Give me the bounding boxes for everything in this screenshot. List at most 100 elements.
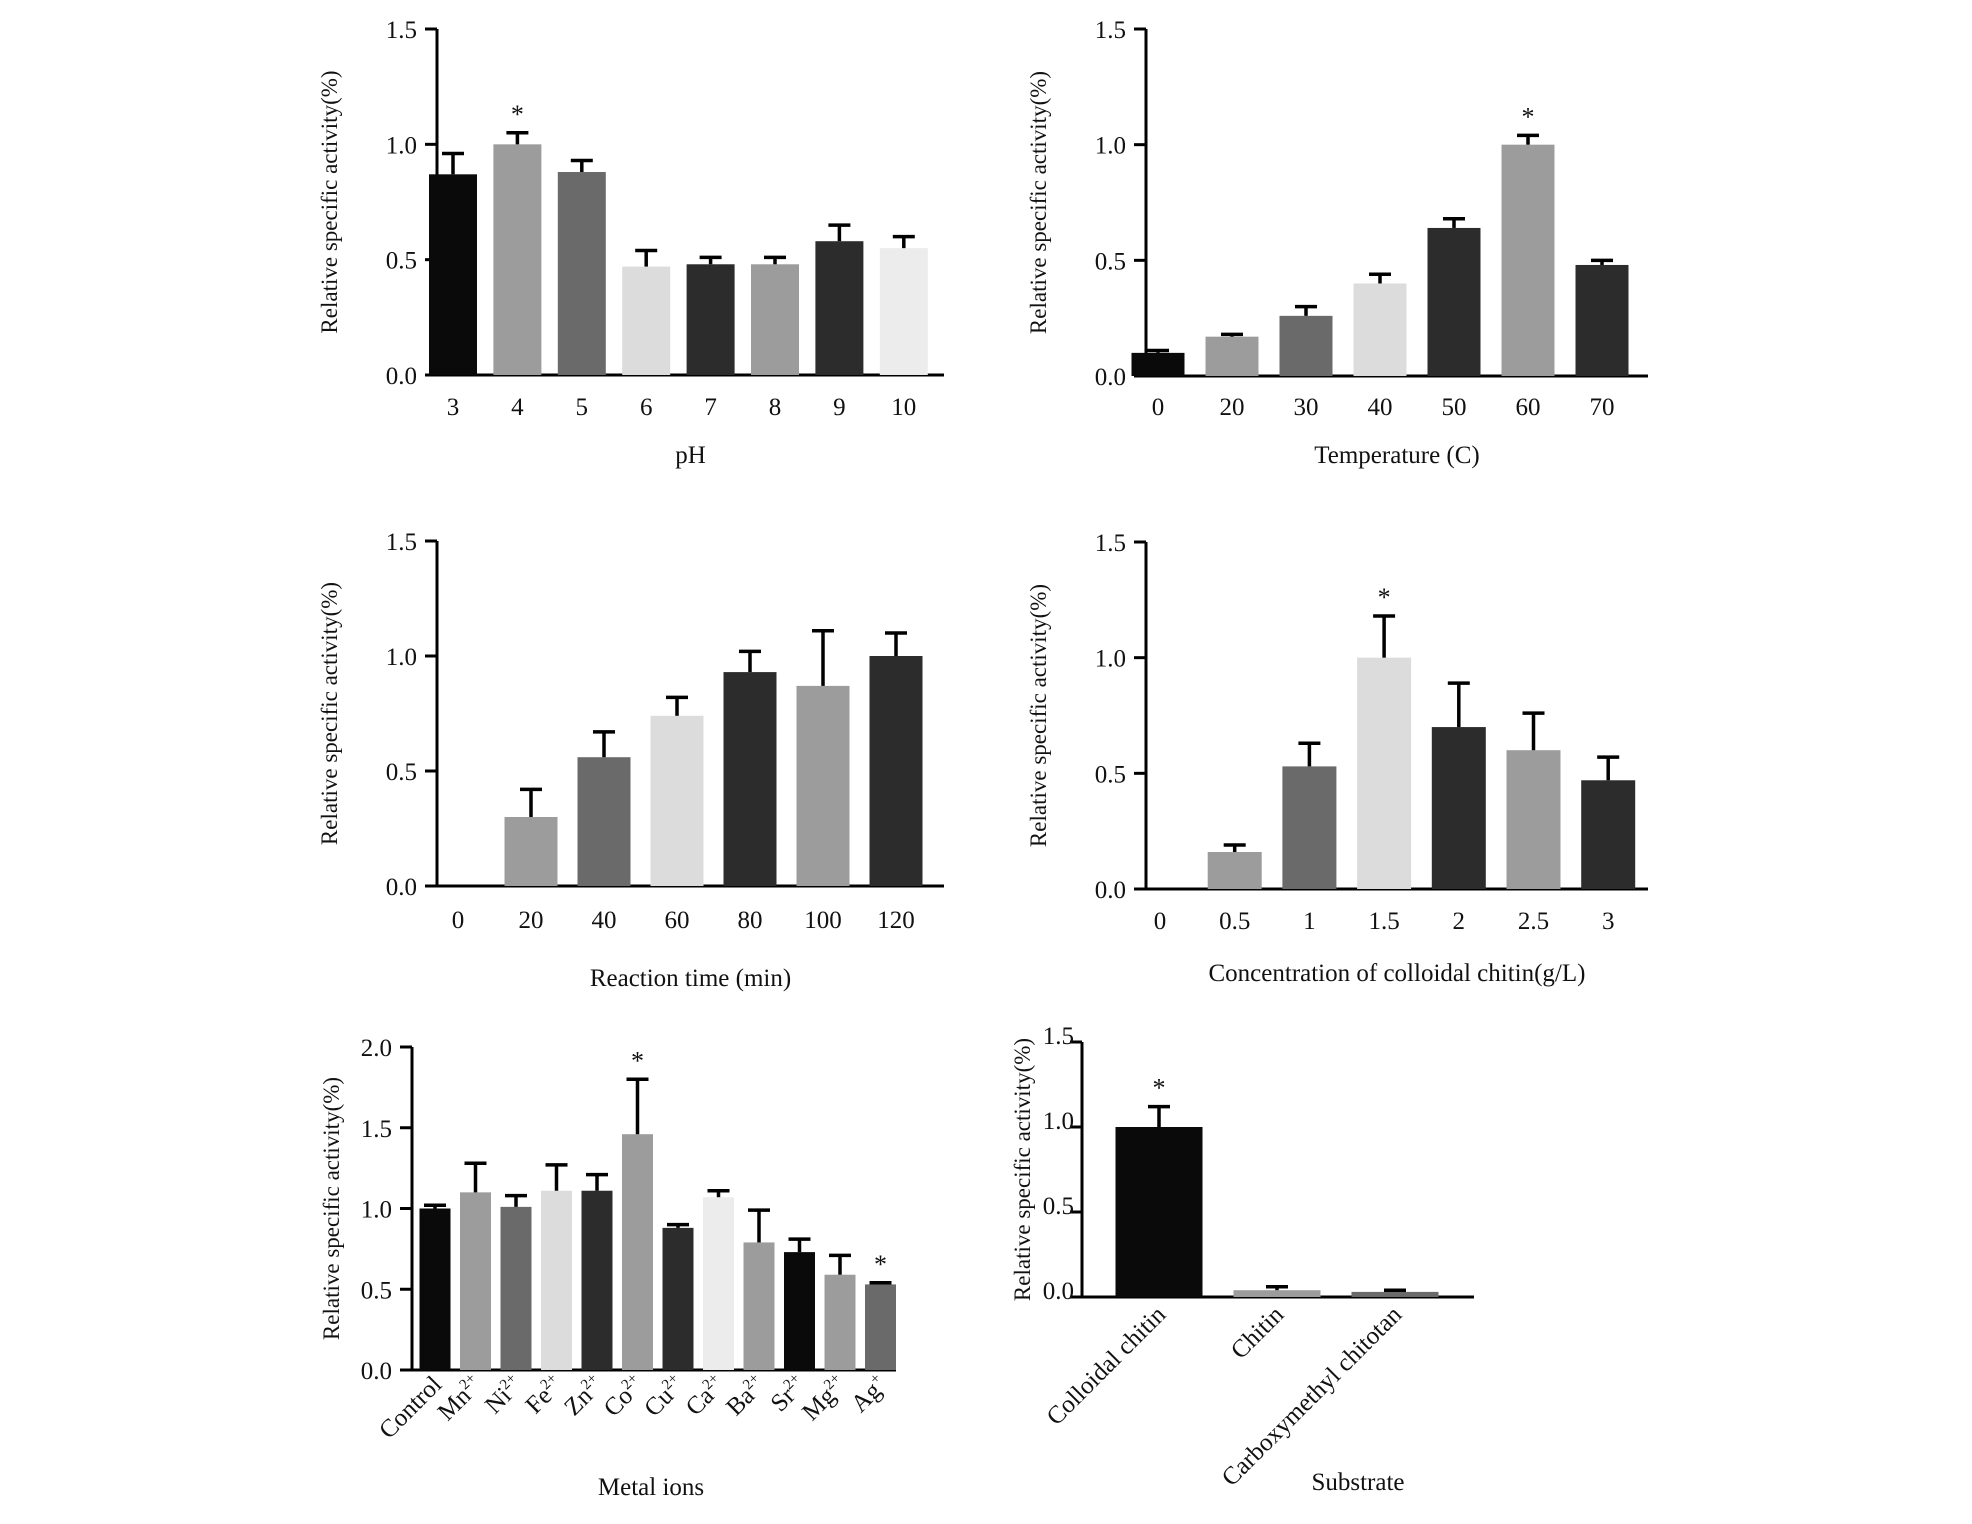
y-tick-label: 0.5 <box>1095 248 1126 275</box>
bar <box>504 817 558 886</box>
x-tick-label: 20 <box>519 907 544 934</box>
x-tick-label: Ag+ <box>845 1370 892 1417</box>
significance-mark: * <box>1153 1074 1166 1103</box>
y-tick-label: 0.0 <box>1095 364 1126 391</box>
y-axis-title: Relative specific activity(%) <box>1026 584 1051 847</box>
y-tick-label: 0.5 <box>1043 1193 1074 1220</box>
chart-ph: 0.0 0.5 1.0 1.5 Relative specific activity(%… <box>317 17 944 469</box>
bar <box>1357 657 1412 889</box>
x-tick-label: 1 <box>1303 908 1316 935</box>
bar <box>1506 750 1561 889</box>
x-tick-label: Ba2+ <box>721 1370 772 1421</box>
x-tick-label: 60 <box>665 907 690 934</box>
y-axis-title: Relative specific activity(%) <box>1026 71 1051 334</box>
y-tick-label: 0.0 <box>1095 877 1126 904</box>
significance-mark: * <box>874 1250 887 1279</box>
x-tick-label: 5 <box>576 394 589 421</box>
x-axis-title: Metal ions <box>598 1474 704 1501</box>
bar <box>1581 780 1636 889</box>
y-axis-title: Relative specific activity(%) <box>317 582 342 845</box>
bar <box>662 1227 694 1370</box>
chart-colloidal-chitin: 0.0 0.5 1.0 1.5 Relative specific activity(%… <box>1026 530 1648 987</box>
x-tick-label: 3 <box>1602 908 1615 935</box>
bar <box>622 266 671 375</box>
x-tick-label: 3 <box>447 394 460 421</box>
chart-metal-ions: 0.0 0.5 1.0 1.5 2.0 Relative specific activit… <box>319 1035 896 1501</box>
bar <box>577 757 631 886</box>
y-tick-label: 1.5 <box>386 529 417 556</box>
x-tick-label: 50 <box>1442 394 1467 421</box>
x-axis-title: Substrate <box>1311 1469 1404 1496</box>
x-tick-label: 2.5 <box>1518 908 1549 935</box>
x-tick-label: Mn2+ <box>432 1370 488 1426</box>
y-tick-label: 2.0 <box>361 1035 392 1062</box>
y-tick-label: 1.0 <box>386 132 417 159</box>
x-tick-label: Ca2+ <box>680 1370 731 1421</box>
bar <box>1351 1291 1439 1297</box>
y-axis-title: Relative specific activity(%) <box>317 70 342 333</box>
x-tick-label: Zn2+ <box>559 1370 610 1421</box>
bar <box>723 672 777 886</box>
x-tick-label: 8 <box>769 394 782 421</box>
bar <box>1431 727 1486 889</box>
x-tick-label: 70 <box>1590 394 1615 421</box>
x-axis-title: pH <box>675 442 706 469</box>
bar <box>1279 315 1333 376</box>
x-tick-label: Colloidal chitin <box>1042 1301 1172 1431</box>
x-tick-label: Ni2+ <box>479 1370 528 1419</box>
bar <box>557 172 606 375</box>
bar <box>703 1197 734 1370</box>
bar <box>1115 1127 1203 1297</box>
y-axis-title: Relative specific activity(%) <box>1010 1038 1035 1301</box>
bar <box>1131 352 1185 376</box>
y-tick-label: 1.5 <box>1043 1023 1074 1050</box>
x-tick-label: 80 <box>738 907 763 934</box>
bar <box>622 1134 653 1370</box>
y-tick-label: 1.5 <box>386 17 417 44</box>
bar <box>686 264 735 375</box>
y-tick-label: 0.5 <box>386 759 417 786</box>
y-tick-label: 0.5 <box>1095 761 1126 788</box>
y-tick-label: 0.0 <box>386 363 417 390</box>
x-tick-label: 0.5 <box>1219 908 1250 935</box>
y-tick-label: 1.0 <box>1043 1108 1074 1135</box>
y-tick-label: 0.5 <box>386 248 417 275</box>
x-tick-label: 0 <box>1154 908 1167 935</box>
bar <box>869 656 923 886</box>
chart-reaction-time: 0.0 0.5 1.0 1.5 Relative specific activity(%… <box>317 529 944 992</box>
y-tick-label: 1.5 <box>1095 17 1126 44</box>
bar <box>751 264 799 375</box>
x-axis-title: Concentration of colloidal chitin(g/L) <box>1209 960 1586 987</box>
x-tick-label: Chitin <box>1226 1301 1290 1365</box>
x-tick-label: 1.5 <box>1368 908 1399 935</box>
bar <box>500 1206 532 1370</box>
x-tick-label: Cu2+ <box>639 1370 691 1422</box>
y-tick-label: 1.5 <box>1095 530 1126 557</box>
bar <box>1205 336 1259 376</box>
x-tick-label: Fe2+ <box>520 1370 569 1419</box>
x-tick-label: 20 <box>1220 394 1245 421</box>
x-axis-title: Temperature (C) <box>1314 442 1480 469</box>
bar <box>460 1192 491 1370</box>
x-tick-label: 100 <box>804 907 842 934</box>
x-tick-label: 30 <box>1294 394 1319 421</box>
y-tick-label: 0.0 <box>386 874 417 901</box>
bar <box>1233 1290 1321 1297</box>
x-axis-title: Reaction time (min) <box>590 965 791 992</box>
x-tick-label: 10 <box>891 394 916 421</box>
x-tick-label: 40 <box>1368 394 1393 421</box>
y-tick-label: 1.0 <box>361 1197 392 1224</box>
y-tick-label: 1.0 <box>386 644 417 671</box>
bar <box>650 715 704 886</box>
chart-temperature: 0.0 0.5 1.0 1.5 Relative specific activity(%… <box>1026 17 1648 469</box>
bar <box>429 174 477 375</box>
bar <box>1207 851 1262 889</box>
significance-mark: * <box>1378 583 1391 612</box>
x-tick-label: 0 <box>1152 394 1165 421</box>
bar <box>784 1252 815 1370</box>
x-tick-label: 6 <box>640 394 653 421</box>
bar <box>743 1242 775 1370</box>
bar <box>1353 283 1407 376</box>
significance-mark: * <box>631 1046 644 1075</box>
